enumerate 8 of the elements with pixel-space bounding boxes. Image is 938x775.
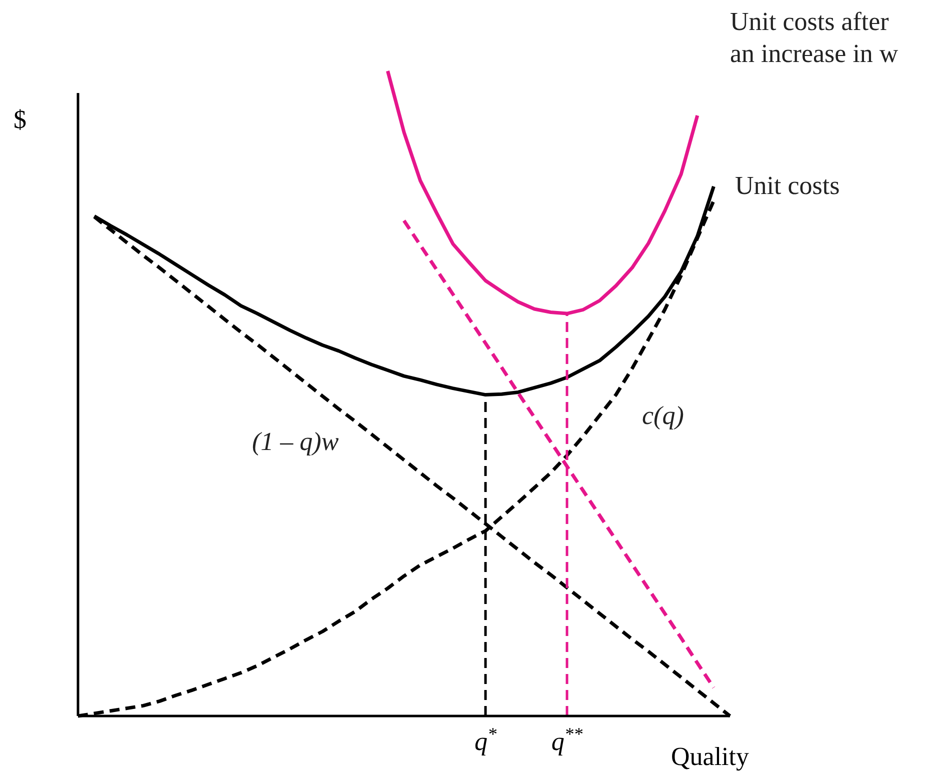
text: Unit costs after an increase in w xyxy=(730,7,898,68)
annotation: (1 – q)w xyxy=(252,427,340,456)
text: Unit costs xyxy=(735,171,840,200)
y-axis-title: $ xyxy=(14,105,26,134)
x-tick-label: q$^{*}$ xyxy=(474,724,498,756)
x-axis-title: Quality xyxy=(671,742,749,771)
x-tick-label: q$^{**}$ xyxy=(551,724,584,756)
annotation: c(q) xyxy=(642,401,684,430)
